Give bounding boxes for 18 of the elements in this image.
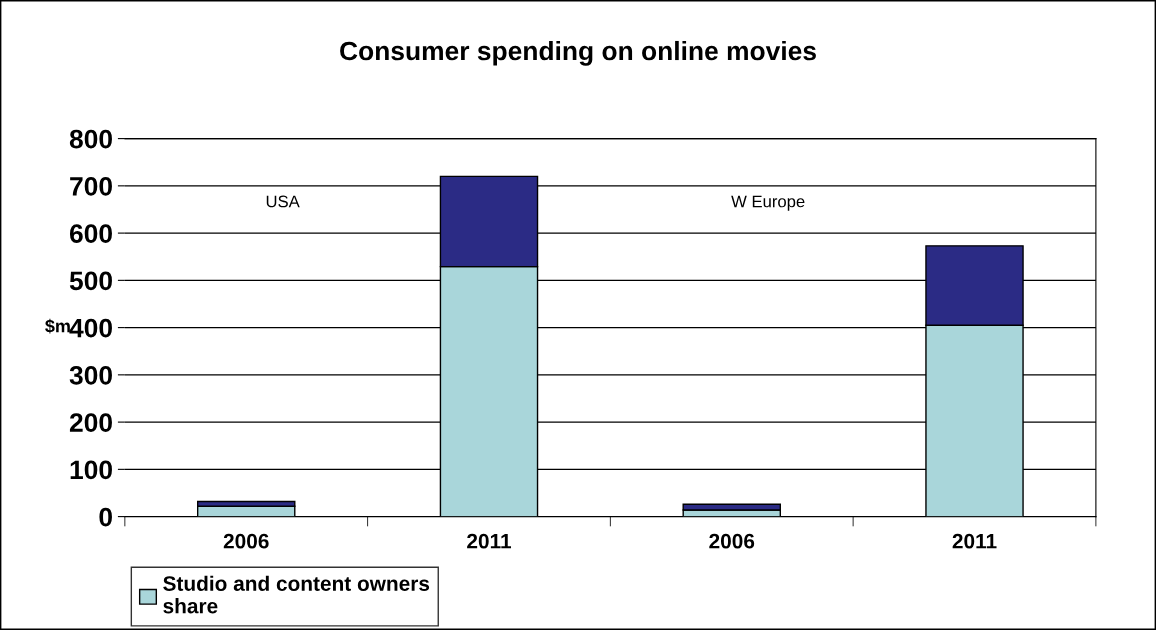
y-tick-label: 600 xyxy=(69,224,112,243)
y-tick-label: 0 xyxy=(99,507,112,527)
y-tick-label: 200 xyxy=(69,413,112,432)
y-tick-label: 800 xyxy=(69,129,112,149)
x-tick-label: 2011 xyxy=(467,533,512,549)
x-tick-label: 2006 xyxy=(709,533,755,549)
y-tick-label: 300 xyxy=(69,365,112,385)
y-axis-title: $m xyxy=(45,318,70,334)
annotation: W Europe xyxy=(731,195,805,211)
y-tick-label: 100 xyxy=(70,460,112,480)
y-tick-label: 400 xyxy=(69,318,112,338)
annotation: USA xyxy=(266,195,300,208)
y-tick-label: 500 xyxy=(69,271,112,291)
legend-label: Studio and content owners share xyxy=(163,575,430,614)
x-tick-label: 2006 xyxy=(223,533,269,549)
y-tick-label: 700 xyxy=(70,176,112,196)
x-tick-label: 2011 xyxy=(952,533,997,549)
chart-title: Consumer spending on online movies xyxy=(340,40,816,66)
